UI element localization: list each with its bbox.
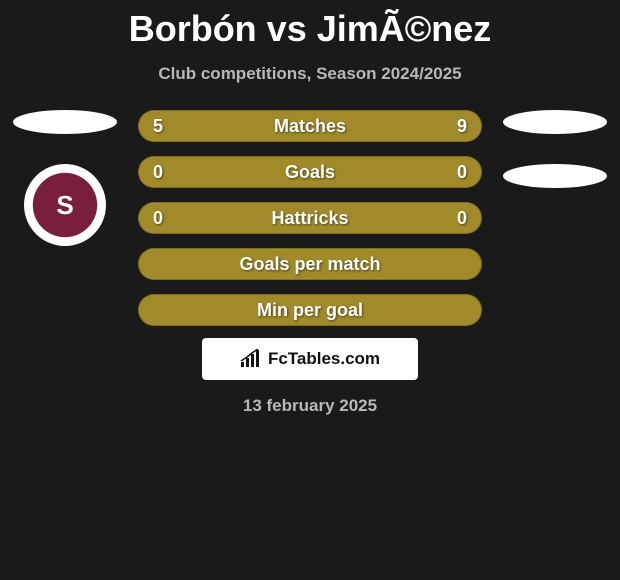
right-col xyxy=(490,110,620,188)
stat-bar: 0 Goals 0 xyxy=(138,156,482,188)
bar-label: Hattricks xyxy=(271,208,348,229)
bar-label: Matches xyxy=(274,116,346,137)
main-row: S 5 Matches 9 0 Goals 0 0 Hattricks 0 Goals per m… xyxy=(0,110,620,326)
page-title: Borbón vs JimÃ©nez xyxy=(129,8,492,50)
subtitle: Club competitions, Season 2024/2025 xyxy=(158,64,461,84)
brand-text: FcTables.com xyxy=(268,349,380,369)
bar-label: Goals per match xyxy=(239,254,380,275)
bar-label: Min per goal xyxy=(257,300,363,321)
bar-label: Goals xyxy=(285,162,335,183)
bar-left-value: 0 xyxy=(153,208,163,229)
left-col: S xyxy=(0,110,130,246)
root: Borbón vs JimÃ©nez Club competitions, Se… xyxy=(0,0,620,416)
stat-bar: Goals per match xyxy=(138,248,482,280)
bar-right-value: 9 xyxy=(457,116,467,137)
stat-bar: 0 Hattricks 0 xyxy=(138,202,482,234)
bar-left-value: 5 xyxy=(153,116,163,137)
crest-letter: S xyxy=(44,184,86,226)
right-flag-icon xyxy=(503,110,607,134)
right-flag2-icon xyxy=(503,164,607,188)
bars-col: 5 Matches 9 0 Goals 0 0 Hattricks 0 Goals per mat… xyxy=(130,110,490,326)
bar-left-value: 0 xyxy=(153,162,163,183)
brand-chart-icon xyxy=(240,349,262,369)
left-flag-icon xyxy=(13,110,117,134)
stat-bar: 5 Matches 9 xyxy=(138,110,482,142)
bar-right-value: 0 xyxy=(457,208,467,229)
brand-box[interactable]: FcTables.com xyxy=(202,338,418,380)
stat-bar: Min per goal xyxy=(138,294,482,326)
left-crest-icon: S xyxy=(24,164,106,246)
date-text: 13 february 2025 xyxy=(243,396,377,416)
bar-right-value: 0 xyxy=(457,162,467,183)
